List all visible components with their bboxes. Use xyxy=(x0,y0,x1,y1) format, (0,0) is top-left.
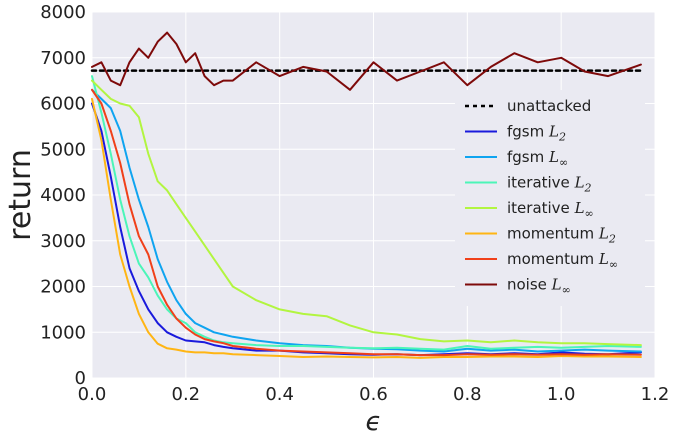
x-tick-label: 0.0 xyxy=(78,384,107,405)
x-tick-label: 0.4 xyxy=(265,384,294,405)
legend-entry: momentum L∞ xyxy=(507,250,618,271)
legend-entry: iterative L∞ xyxy=(507,199,594,220)
series-lines xyxy=(90,31,643,359)
x-tick-label: 0.8 xyxy=(453,384,482,405)
y-axis-label: return xyxy=(3,149,38,241)
series-line-iterative-l2 xyxy=(91,75,642,351)
x-tick-label: 1.0 xyxy=(547,384,576,405)
legend: unattacked fgsm L2 fgsm L∞ iterative L2 iter… xyxy=(455,90,645,306)
y-tick-label: 2000 xyxy=(40,277,86,298)
series-line-fgsm-l- xyxy=(91,88,642,353)
legend-entry: unattacked xyxy=(507,97,591,115)
y-tick-label: 0 xyxy=(75,368,86,389)
legend-entry: iterative L2 xyxy=(507,174,592,195)
legend-entry: fgsm L∞ xyxy=(507,148,568,169)
y-tick-label: 3000 xyxy=(40,231,86,252)
legend-entry: momentum L2 xyxy=(507,225,616,246)
legend-entry: fgsm L2 xyxy=(507,123,566,144)
y-tick-label: 8000 xyxy=(40,2,86,23)
series-line-noise-l- xyxy=(91,31,642,91)
x-axis-label: ϵ xyxy=(366,407,382,437)
x-tick-label: 0.6 xyxy=(359,384,388,405)
x-tick-label: 0.2 xyxy=(172,384,201,405)
tick-labels: 0.0 0.2 0.4 0.6 0.8 1.0 1.2 0 1000 2000 3000 4000 50… xyxy=(40,2,669,405)
y-tick-label: 6000 xyxy=(40,94,86,115)
x-tick-label: 1.2 xyxy=(641,384,670,405)
y-tick-label: 5000 xyxy=(40,139,86,160)
y-tick-label: 7000 xyxy=(40,48,86,69)
legend-entry: noise L∞ xyxy=(507,276,571,297)
series-line-momentum-l2 xyxy=(91,97,642,359)
legend-box xyxy=(455,90,645,306)
y-tick-label: 1000 xyxy=(40,322,86,343)
series-line-momentum-l- xyxy=(91,88,642,357)
series-line-iterative-l- xyxy=(91,79,642,347)
y-tick-label: 4000 xyxy=(40,185,86,206)
